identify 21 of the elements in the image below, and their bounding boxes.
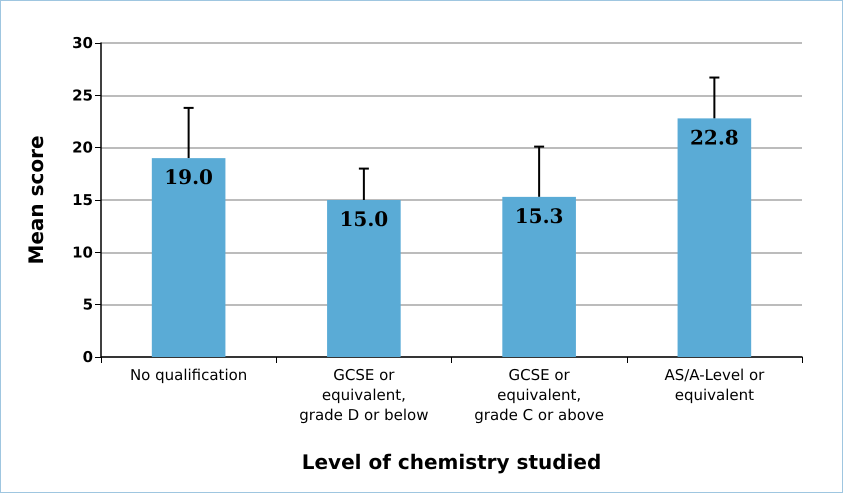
bar (327, 200, 401, 357)
y-tick-label: 20 (72, 138, 93, 157)
x-tick-label: GCSE or equivalent, grade C or above (474, 366, 604, 424)
y-tick-label: 5 (82, 296, 93, 314)
data-label: 22.8 (690, 125, 739, 150)
y-tick-label: 15 (72, 191, 93, 209)
data-label: 15.0 (340, 207, 388, 231)
bar (152, 158, 226, 357)
data-label: 15.3 (514, 204, 564, 228)
bar (678, 118, 752, 357)
y-tick-label: 25 (72, 86, 93, 104)
y-tick-label: 30 (72, 34, 93, 52)
x-tick-label: GCSE or equivalent, grade D or below (299, 366, 428, 424)
x-tick-label: No qualification (130, 366, 248, 384)
y-tick-label: 0 (82, 348, 93, 366)
y-axis-title: Mean score (24, 135, 48, 265)
bar (502, 196, 576, 357)
x-axis-title: Level of chemistry studied (302, 450, 602, 474)
x-tick-label: AS/A-Level or equivalent (664, 366, 766, 404)
y-tick-label: 10 (72, 243, 93, 262)
data-label: 19.0 (164, 165, 213, 190)
